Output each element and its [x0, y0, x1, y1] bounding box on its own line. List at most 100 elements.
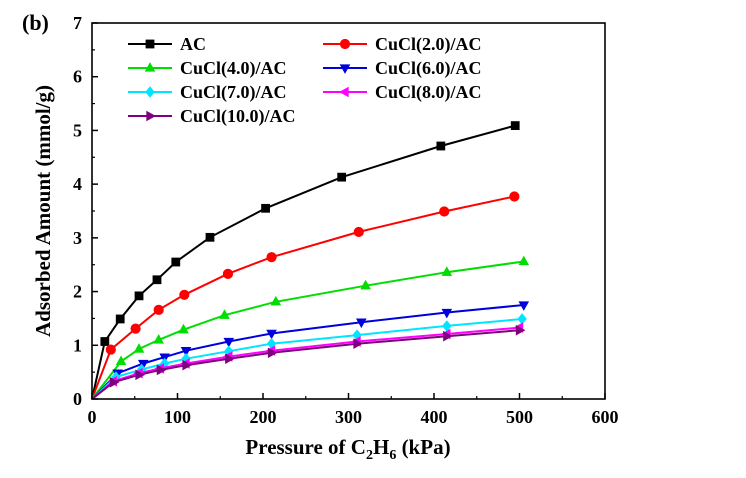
- legend-label: CuCl(6.0)/AC: [375, 58, 482, 79]
- data-point: [518, 301, 530, 311]
- x-axis-label-part: (kPa): [396, 435, 450, 459]
- series-line: [91, 195, 515, 400]
- data-point: [515, 324, 526, 336]
- data-point: [153, 334, 164, 344]
- data-point: [100, 337, 110, 346]
- data-point: [439, 206, 450, 217]
- legend-marker: [145, 39, 155, 49]
- data-point: [153, 304, 164, 315]
- data-point: [223, 337, 235, 348]
- y-tick-label: 4: [73, 174, 82, 194]
- y-tick-label: 0: [73, 389, 82, 409]
- x-tick-label: 600: [592, 407, 619, 427]
- legend-label: AC: [180, 34, 206, 54]
- legend-label: CuCl(4.0)/AC: [180, 58, 287, 79]
- legend-item: CuCl(6.0)/AC: [323, 58, 482, 79]
- legend: AC CuCl(2.0)/AC CuCl(4.0)/AC CuCl(6.0)/AC Cu…: [128, 34, 482, 127]
- data-point: [441, 308, 453, 319]
- plot-frame: [91, 22, 606, 400]
- legend-item: CuCl(10.0)/AC: [128, 106, 296, 127]
- data-point: [156, 364, 167, 376]
- series-line: [91, 326, 520, 400]
- legend-marker: [339, 64, 351, 74]
- data-point: [180, 346, 192, 357]
- y-axis-label: Adsorbed Amount (mmol/g): [31, 85, 55, 337]
- data-point: [270, 295, 282, 306]
- legend-label: CuCl(2.0)/AC: [375, 34, 482, 55]
- data-point: [441, 266, 453, 276]
- y-tick-label: 1: [73, 335, 82, 355]
- data-point: [517, 313, 527, 325]
- data-point: [509, 191, 520, 202]
- legend-item: CuCl(2.0)/AC: [323, 34, 482, 55]
- legend-marker: [339, 86, 349, 98]
- data-point: [115, 355, 127, 366]
- series-line: [91, 124, 516, 400]
- x-axis-label: Pressure of C2H6 (kPa): [245, 435, 450, 463]
- data-point: [182, 359, 192, 371]
- series-5: [91, 322, 524, 400]
- series-4: [91, 313, 527, 400]
- legend-label: CuCl(7.0)/AC: [180, 82, 287, 103]
- data-point: [510, 121, 520, 130]
- data-point: [353, 226, 364, 238]
- data-point: [171, 257, 181, 267]
- panel-label: (b): [22, 10, 49, 35]
- x-tick-label: 200: [250, 407, 277, 427]
- legend-item: CuCl(7.0)/AC: [128, 82, 287, 103]
- legend-marker: [144, 62, 156, 72]
- series-6: [91, 324, 526, 400]
- series-2: [91, 255, 530, 400]
- series-line: [91, 260, 524, 400]
- data-point: [152, 275, 162, 285]
- data-point: [105, 344, 116, 355]
- data-point: [266, 329, 277, 340]
- legend-marker: [146, 110, 156, 122]
- legend-marker: [339, 38, 351, 50]
- series-line: [91, 304, 524, 400]
- y-tick-label: 2: [73, 282, 82, 302]
- x-tick-label: 0: [88, 407, 97, 427]
- data-point: [109, 377, 120, 388]
- data-point: [225, 353, 235, 365]
- x-axis-label-part: 2: [366, 448, 373, 463]
- series-line: [91, 318, 523, 400]
- plot-series: [91, 121, 530, 400]
- data-point: [178, 323, 189, 334]
- series-line: [91, 329, 520, 400]
- x-axis-label-part: 6: [389, 448, 396, 463]
- x-tick-label: 100: [164, 407, 191, 427]
- data-point: [337, 172, 347, 182]
- legend-label: CuCl(8.0)/AC: [375, 82, 482, 103]
- axis-ticks: 0 100 200 300 400 500 600 0 1 2 3 4 5 6 7: [73, 13, 619, 427]
- data-point: [219, 309, 230, 319]
- data-point: [137, 359, 149, 370]
- data-point: [353, 338, 363, 349]
- data-point: [261, 203, 270, 213]
- data-point: [222, 268, 234, 279]
- legend-label: CuCl(10.0)/AC: [180, 106, 296, 127]
- data-point: [135, 369, 145, 381]
- x-axis-label-part: H: [373, 435, 389, 459]
- data-point: [134, 291, 144, 301]
- y-tick-label: 6: [73, 67, 82, 87]
- series-3: [91, 301, 530, 400]
- series-1: [91, 191, 520, 400]
- y-tick-label: 5: [73, 120, 82, 140]
- x-tick-label: 500: [506, 407, 533, 427]
- x-tick-label: 400: [421, 407, 448, 427]
- legend-marker: [145, 86, 155, 98]
- data-point: [356, 318, 367, 329]
- data-point: [436, 141, 446, 151]
- data-point: [130, 323, 141, 334]
- y-tick-label: 7: [73, 13, 82, 33]
- x-axis-label-part: Pressure of C: [245, 435, 366, 459]
- data-point: [267, 347, 278, 359]
- data-point: [115, 314, 125, 324]
- data-point: [443, 330, 453, 342]
- x-tick-label: 300: [335, 407, 362, 427]
- y-tick-label: 3: [73, 228, 82, 248]
- data-point: [133, 343, 145, 353]
- data-point: [518, 255, 530, 266]
